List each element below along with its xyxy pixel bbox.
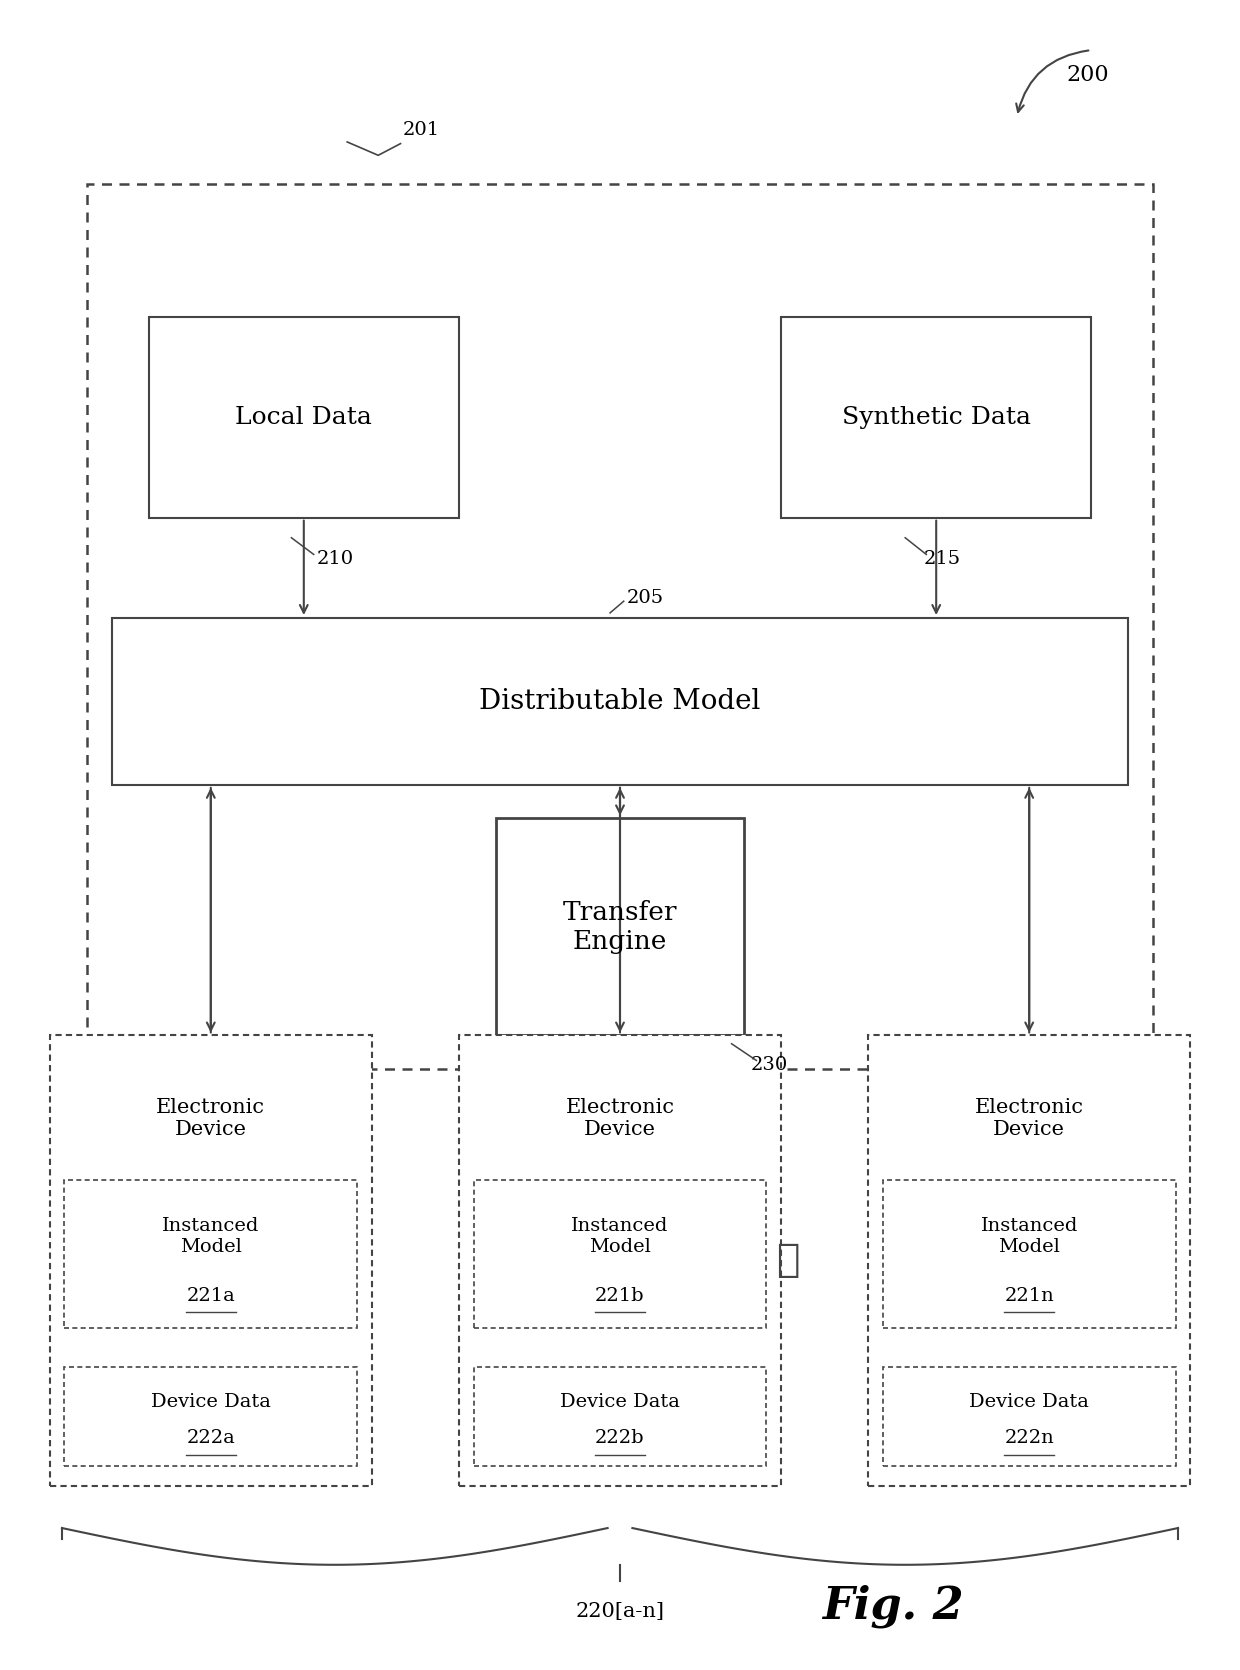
FancyBboxPatch shape	[883, 1368, 1176, 1466]
Text: Device Data: Device Data	[560, 1393, 680, 1411]
FancyBboxPatch shape	[112, 618, 1128, 785]
Text: 205: 205	[626, 590, 663, 606]
Text: 221a: 221a	[186, 1288, 236, 1304]
Text: 221b: 221b	[595, 1288, 645, 1304]
Text: 230: 230	[750, 1057, 787, 1074]
Text: 222a: 222a	[186, 1430, 236, 1448]
FancyBboxPatch shape	[474, 1179, 766, 1329]
Text: ⋯: ⋯	[776, 1242, 799, 1279]
Text: Local Data: Local Data	[236, 406, 372, 429]
Text: Electronic
Device: Electronic Device	[156, 1099, 265, 1139]
FancyBboxPatch shape	[50, 1035, 372, 1486]
Text: 210: 210	[316, 551, 353, 568]
FancyBboxPatch shape	[781, 317, 1091, 518]
Text: Distributable Model: Distributable Model	[480, 688, 760, 715]
Text: 221n: 221n	[1004, 1288, 1054, 1304]
FancyBboxPatch shape	[149, 317, 459, 518]
Text: 215: 215	[924, 551, 961, 568]
Text: Device Data: Device Data	[151, 1393, 270, 1411]
FancyBboxPatch shape	[87, 184, 1153, 1069]
Text: Fig. 2: Fig. 2	[822, 1585, 963, 1628]
FancyBboxPatch shape	[64, 1179, 357, 1329]
FancyBboxPatch shape	[459, 1035, 781, 1486]
Text: Synthetic Data: Synthetic Data	[842, 406, 1030, 429]
Text: 201: 201	[403, 120, 440, 139]
Text: 222b: 222b	[595, 1430, 645, 1448]
FancyBboxPatch shape	[64, 1368, 357, 1466]
Text: Electronic
Device: Electronic Device	[565, 1099, 675, 1139]
Text: Instanced
Model: Instanced Model	[162, 1217, 259, 1256]
FancyBboxPatch shape	[496, 818, 744, 1035]
Text: 220[a-n]: 220[a-n]	[575, 1602, 665, 1620]
Text: 200: 200	[1066, 63, 1109, 87]
Text: Instanced
Model: Instanced Model	[572, 1217, 668, 1256]
Text: Transfer
Engine: Transfer Engine	[563, 900, 677, 954]
FancyBboxPatch shape	[474, 1368, 766, 1466]
Text: Electronic
Device: Electronic Device	[975, 1099, 1084, 1139]
FancyBboxPatch shape	[868, 1035, 1190, 1486]
Text: Device Data: Device Data	[970, 1393, 1089, 1411]
FancyBboxPatch shape	[883, 1179, 1176, 1329]
Text: 222n: 222n	[1004, 1430, 1054, 1448]
Text: Instanced
Model: Instanced Model	[981, 1217, 1078, 1256]
